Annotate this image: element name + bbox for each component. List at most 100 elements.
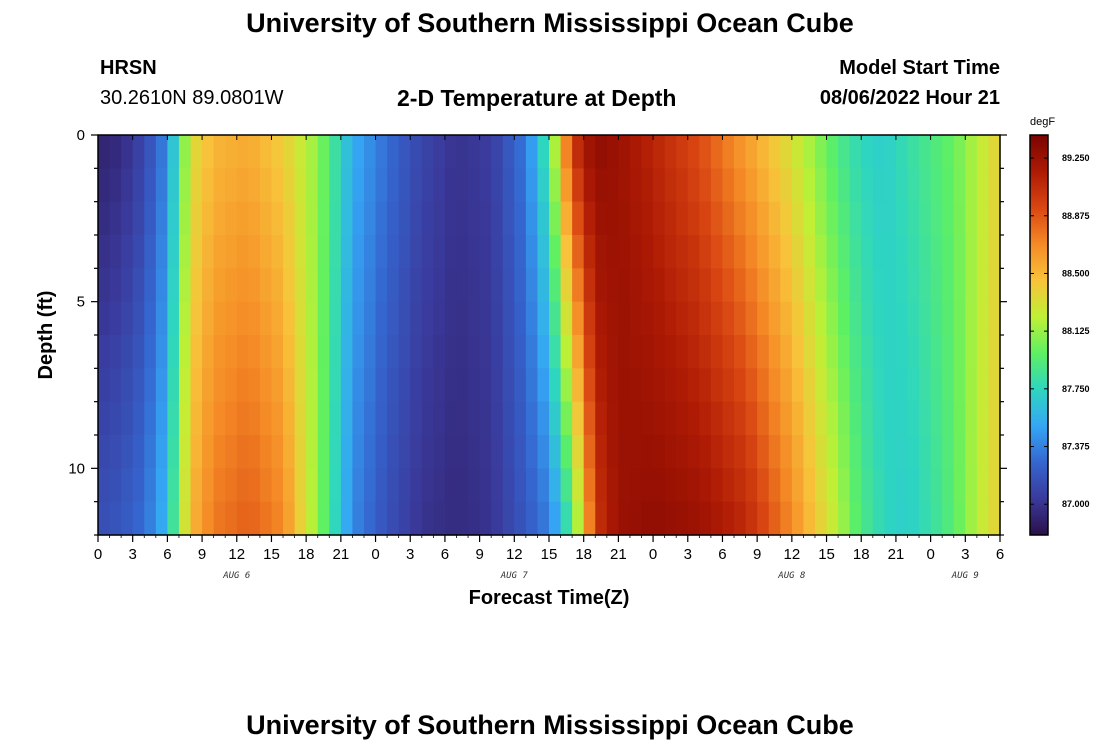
heatmap-cell bbox=[225, 201, 238, 236]
heatmap-cell bbox=[225, 301, 238, 336]
heatmap-cell bbox=[664, 235, 677, 269]
heatmap-cell bbox=[653, 401, 666, 436]
heatmap-cell bbox=[734, 501, 747, 536]
heatmap-cell bbox=[421, 301, 434, 336]
heatmap-cell bbox=[953, 201, 966, 236]
heatmap-cell bbox=[838, 468, 851, 503]
heatmap-cell bbox=[421, 201, 434, 236]
heatmap-cell bbox=[780, 468, 793, 503]
heatmap-cell bbox=[202, 201, 215, 236]
heatmap-cell bbox=[132, 368, 145, 403]
heatmap-cell bbox=[895, 368, 909, 403]
heatmap-cell bbox=[826, 268, 839, 303]
heatmap-cell bbox=[838, 135, 851, 169]
heatmap-cell bbox=[976, 501, 990, 536]
heatmap-cell bbox=[271, 168, 284, 203]
heatmap-cell bbox=[132, 201, 145, 236]
heatmap-cell bbox=[549, 168, 562, 203]
heatmap-cell bbox=[572, 401, 585, 436]
heatmap-cell bbox=[444, 468, 458, 503]
heatmap-cell bbox=[283, 168, 296, 203]
heatmap-cell bbox=[572, 435, 585, 469]
heatmap-cell bbox=[919, 468, 932, 503]
heatmap-cell bbox=[814, 235, 828, 269]
heatmap-cell bbox=[884, 268, 897, 303]
heatmap-cell bbox=[641, 435, 654, 469]
heatmap-cell bbox=[167, 201, 180, 236]
heatmap-cell bbox=[699, 301, 712, 336]
heatmap-cell bbox=[514, 468, 527, 503]
heatmap-cell bbox=[930, 435, 943, 469]
y-tick-label: 5 bbox=[77, 294, 85, 311]
heatmap-cell bbox=[190, 135, 203, 169]
x-tick-label: 21 bbox=[610, 546, 627, 563]
heatmap-cell bbox=[421, 235, 434, 269]
heatmap-cell bbox=[456, 335, 469, 369]
heatmap-cell bbox=[861, 168, 874, 203]
heatmap-cell bbox=[780, 335, 793, 369]
heatmap-cell bbox=[398, 468, 411, 503]
heatmap-cell bbox=[872, 401, 885, 436]
heatmap-cell bbox=[791, 368, 805, 403]
heatmap-cell bbox=[919, 168, 932, 203]
heatmap-cell bbox=[826, 168, 839, 203]
heatmap-cell bbox=[421, 368, 434, 403]
heatmap-cell bbox=[768, 268, 781, 303]
heatmap-cell bbox=[352, 501, 365, 536]
heatmap-cell bbox=[294, 468, 307, 503]
heatmap-cell bbox=[595, 501, 608, 536]
heatmap-cell bbox=[398, 435, 411, 469]
heatmap-cell bbox=[965, 368, 978, 403]
heatmap-cell bbox=[363, 201, 377, 236]
heatmap-cell bbox=[734, 135, 747, 169]
heatmap-cell bbox=[722, 235, 735, 269]
heatmap-cell bbox=[375, 235, 388, 269]
heatmap-cell bbox=[479, 135, 492, 169]
heatmap-cell bbox=[271, 201, 284, 236]
heatmap-cell bbox=[375, 168, 388, 203]
x-tick-label: 6 bbox=[718, 546, 726, 563]
heatmap-cell bbox=[699, 268, 712, 303]
heatmap-cell bbox=[283, 435, 296, 469]
colorbar-unit: degF bbox=[1030, 116, 1055, 128]
heatmap-cell bbox=[791, 135, 805, 169]
heatmap-cell bbox=[745, 168, 758, 203]
colorbar-tick-label: 87.000 bbox=[1062, 499, 1090, 509]
heatmap-cell bbox=[525, 301, 539, 336]
heatmap-cell bbox=[294, 501, 307, 536]
heatmap-cell bbox=[641, 368, 654, 403]
heatmap-cell bbox=[872, 501, 885, 536]
x-tick-label: 18 bbox=[575, 546, 592, 563]
heatmap-cell bbox=[444, 335, 458, 369]
heatmap-cell bbox=[375, 368, 388, 403]
heatmap-cell bbox=[444, 135, 458, 169]
heatmap-cell bbox=[456, 268, 469, 303]
heatmap-cell bbox=[803, 335, 816, 369]
heatmap-cell bbox=[387, 235, 400, 269]
heatmap-cell bbox=[213, 235, 226, 269]
heatmap-cell bbox=[132, 468, 145, 503]
heatmap-cell bbox=[340, 268, 354, 303]
heatmap-cell bbox=[976, 135, 990, 169]
heatmap-cell bbox=[965, 435, 978, 469]
heatmap-cell bbox=[178, 301, 192, 336]
heatmap-cell bbox=[317, 235, 330, 269]
heatmap-cell bbox=[849, 301, 862, 336]
heatmap-cell bbox=[641, 335, 654, 369]
heatmap-cell bbox=[583, 201, 596, 236]
heatmap-cell bbox=[236, 501, 249, 536]
heatmap-cell bbox=[976, 168, 990, 203]
heatmap-cell bbox=[329, 401, 342, 436]
heatmap-cell bbox=[676, 501, 689, 536]
heatmap-cell bbox=[502, 335, 515, 369]
heatmap-cell bbox=[190, 335, 203, 369]
heatmap-cell bbox=[549, 201, 562, 236]
heatmap-cell bbox=[595, 368, 608, 403]
heatmap-cell bbox=[317, 335, 330, 369]
heatmap-cell bbox=[560, 235, 573, 269]
heatmap-cell bbox=[121, 435, 134, 469]
heatmap-cell bbox=[734, 168, 747, 203]
heatmap-cell bbox=[178, 368, 192, 403]
heatmap-cell bbox=[734, 301, 747, 336]
heatmap-cell bbox=[572, 235, 585, 269]
